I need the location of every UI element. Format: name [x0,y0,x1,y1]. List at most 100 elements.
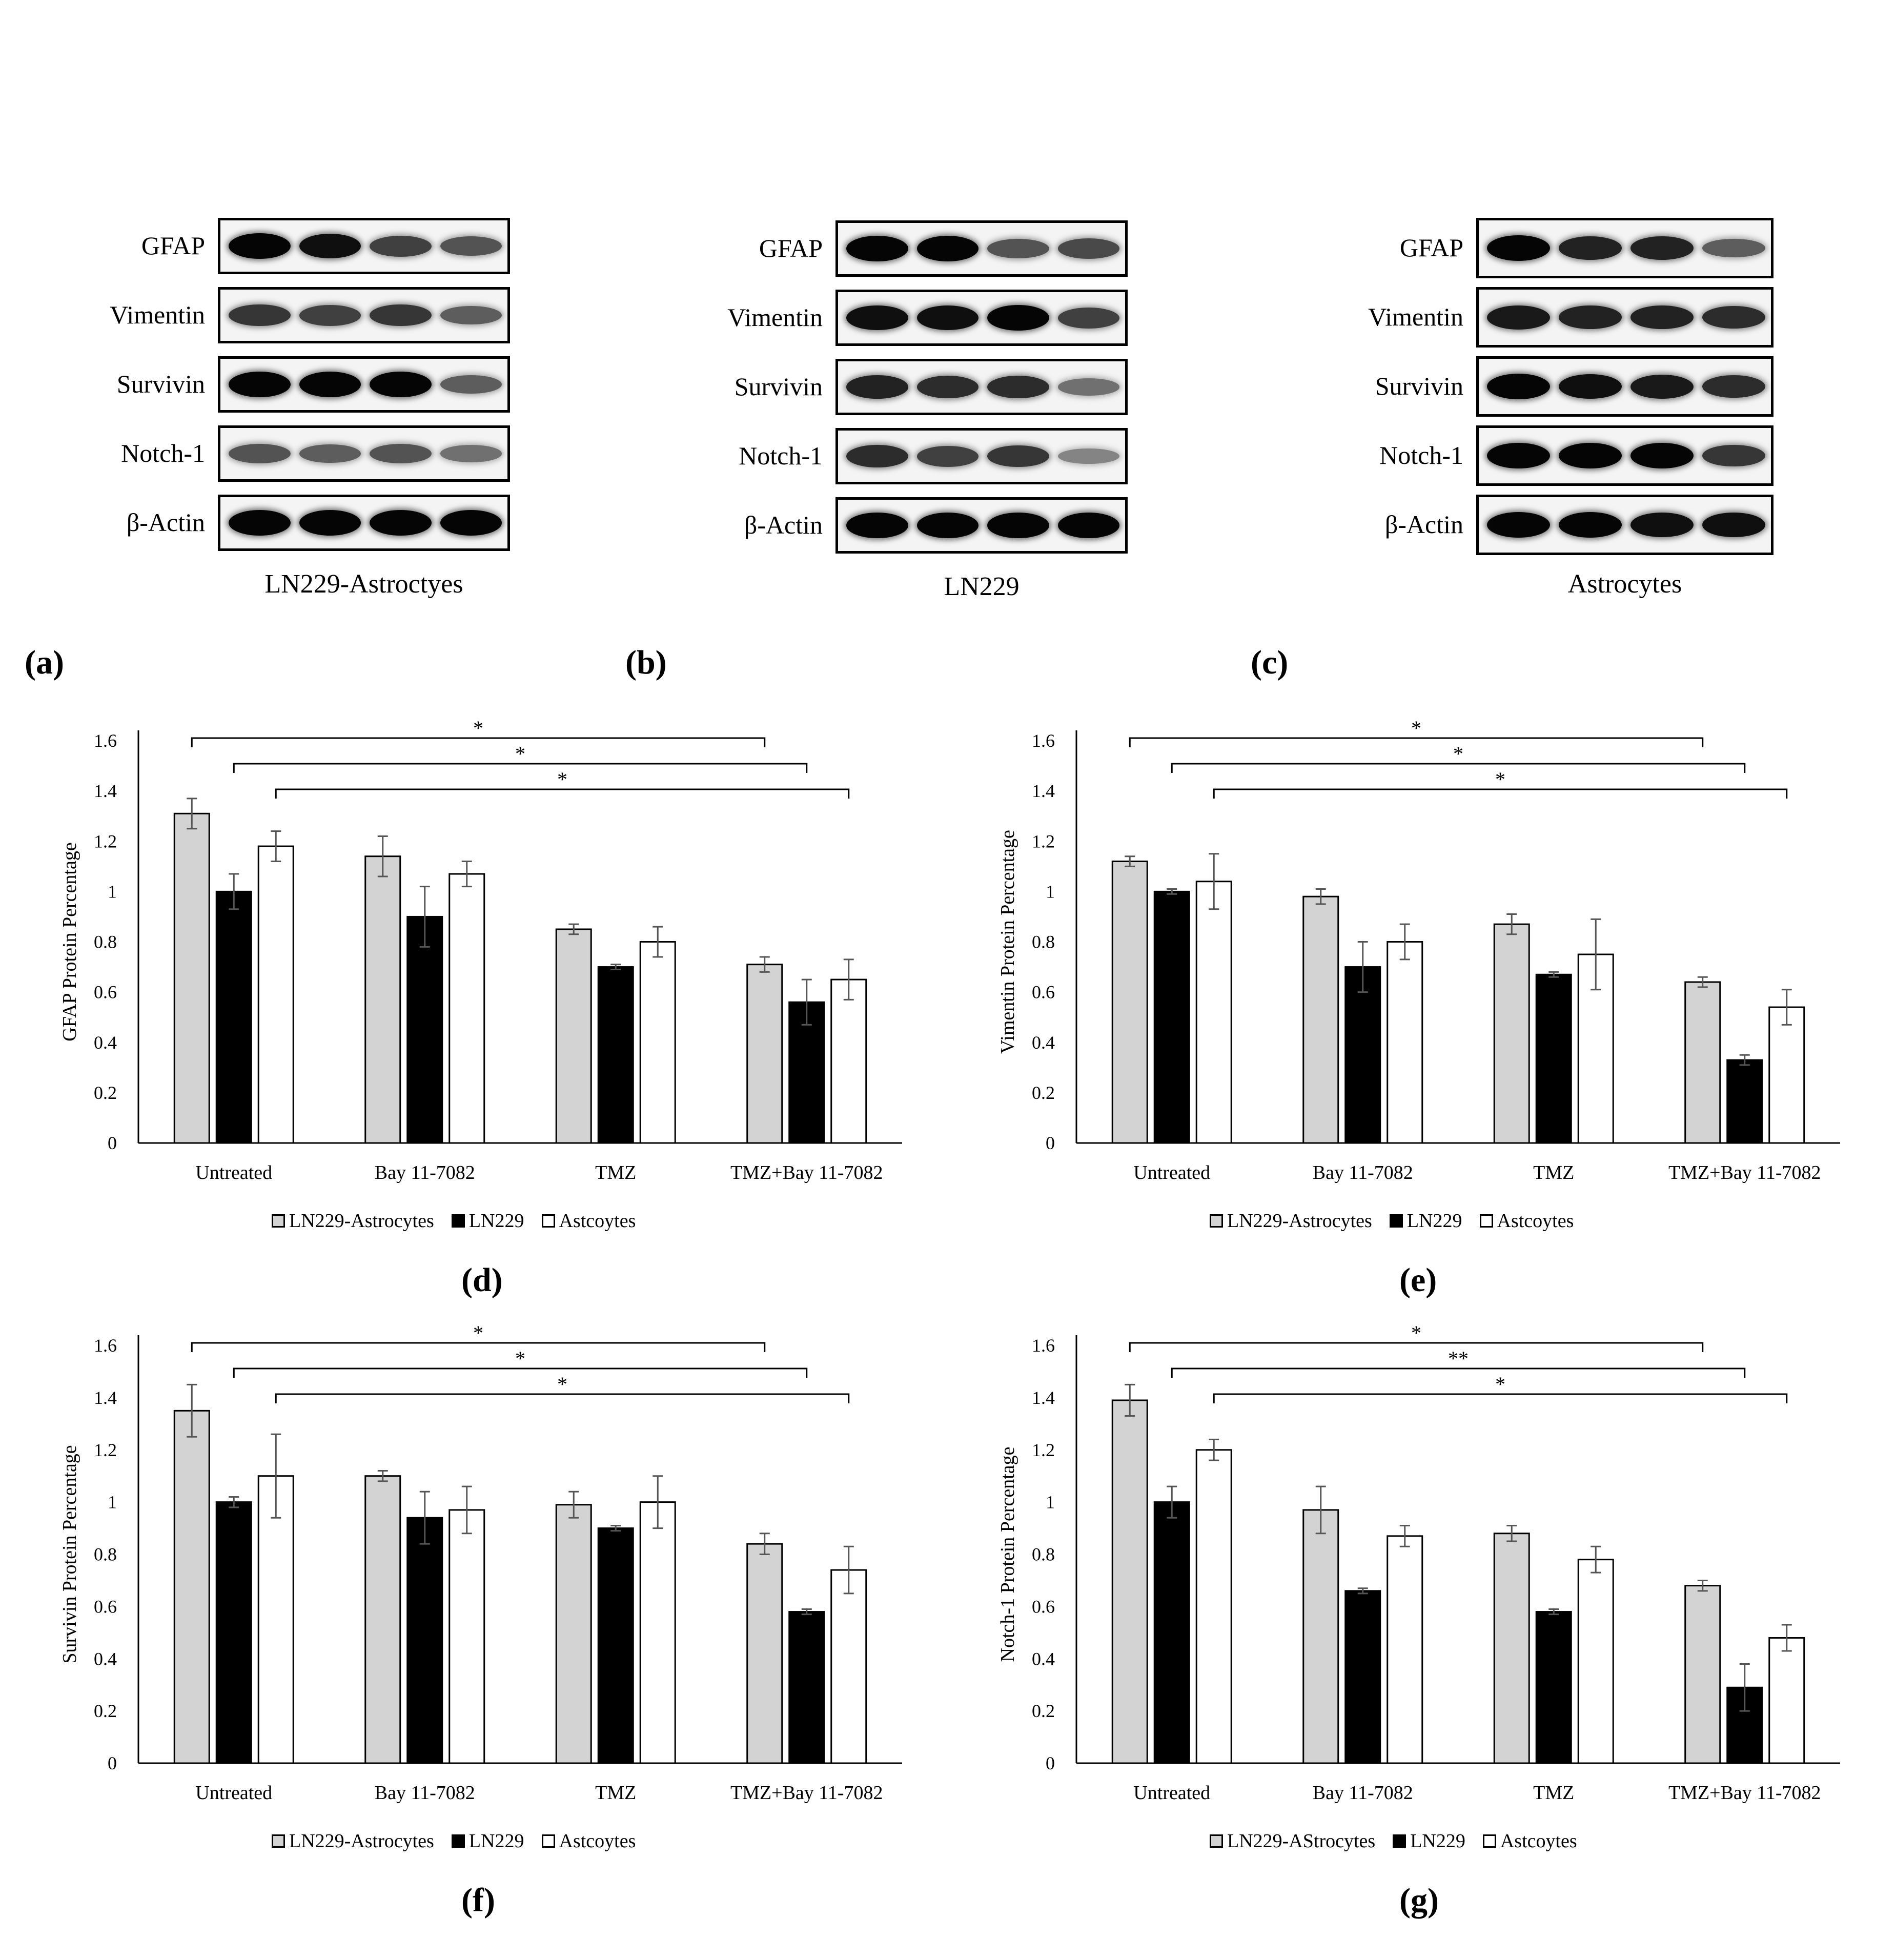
y-tick-label: 0.8 [1032,1544,1055,1565]
blot-row-beta-actin [1476,495,1773,555]
protein-label-notch-1: Notch-1 [1379,441,1463,469]
band [1559,305,1622,329]
bar-ln229-untreated [1153,890,1190,1144]
band [987,513,1049,538]
chart-svg: 0 0.2 0.4 0.6 0.8 1 1.2 1.4 1.6 Notch-1 Protein P… [997,1321,1840,1804]
band [846,305,908,331]
band [229,510,291,536]
bar-ln229-bay-11-7082 [1344,966,1381,1144]
blot-row-beta-actin [835,497,1128,554]
bar-astcoytes-tmz-bay-11-7082 [1768,1637,1805,1764]
band [1057,307,1119,329]
protein-label-gfap: GFAP [1399,233,1463,262]
legend-item-astcoytes: Astcoytes [541,1210,636,1232]
band [1487,512,1550,538]
band [1487,305,1550,330]
protein-label-notch-1: Notch-1 [739,441,823,470]
band [370,444,432,463]
band [229,304,291,326]
legend: LN229-Astrocytes LN229 Astcoytes [1210,1210,1574,1232]
band [299,304,361,326]
y-tick-label: 0.6 [94,1596,117,1617]
band [1630,305,1694,329]
x-tick-label-bay-11-7082: Bay 11-7082 [1313,1782,1413,1804]
protein-label-beta-actin: β-Actin [126,508,205,537]
y-tick-label: 1.6 [1032,730,1055,751]
bar-ln229-tmz [597,966,634,1144]
protein-label-survivin: Survivin [1375,372,1463,400]
bar-astcoytes-bay-11-7082 [448,873,485,1144]
y-tick-label: 1.2 [1032,1440,1055,1460]
panel-label-g: (g) [1399,1882,1439,1919]
panel-label-a: (a) [25,644,64,681]
legend-label: LN229-Astrocytes [289,1830,434,1852]
bar-ln229-astrocytes-untreated [1111,861,1148,1144]
protein-label-survivin: Survivin [734,372,823,401]
y-tick-label: 0.6 [1032,982,1055,1003]
y-tick-label: 1.6 [94,730,117,751]
band [370,372,432,397]
band [1559,236,1622,260]
blot-row-vimentin [218,287,510,343]
x-tick-label-tmz-bay-11-7082: TMZ+Bay 11-7082 [730,1782,883,1804]
cell-line-label: LN229-Astroctyes [264,569,463,599]
band [916,513,978,538]
legend-swatch [451,1834,465,1848]
blot-row-survivin [1476,356,1773,417]
band [1630,236,1694,260]
bar-astcoytes-untreated [1195,1449,1232,1764]
legend: LN229-AStrocytes LN229 Astcoytes [1210,1830,1577,1852]
y-tick-label: 1 [1046,881,1055,902]
y-tick-label: 0 [1046,1133,1055,1153]
band [229,233,291,259]
bar-astcoytes-bay-11-7082 [448,1509,485,1764]
band [299,444,361,463]
y-tick-label: 1.2 [94,831,117,851]
y-axis-title: Vimentin Protein Percentage [997,830,1018,1054]
significance-bracket [1171,763,1746,773]
y-tick-label: 0.2 [94,1701,117,1721]
y-tick-label: 0.6 [94,982,117,1003]
significance-marker: * [1411,717,1421,740]
legend-item-ln229-astrocytes: LN229-AStrocytes [1210,1830,1375,1852]
legend-swatch [1210,1214,1223,1228]
bar-astcoytes-untreated [1195,881,1232,1144]
band [299,510,361,536]
legend-label: LN229 [1406,1210,1462,1232]
legend-item-ln229-astrocytes: LN229-Astrocytes [272,1210,434,1232]
bar-ln229-astrocytes-tmz [555,1504,592,1764]
bar-ln229-tmz-bay-11-7082 [1726,1059,1763,1144]
x-tick-label-untreated: Untreated [195,1782,272,1804]
bar-ln229-tmz [597,1527,634,1764]
band [1559,512,1622,538]
band [440,445,502,462]
band [1057,513,1119,538]
y-axis-title: GFAP Protein Percentage [59,842,80,1041]
bar-ln229-astrocytes-bay-11-7082 [364,1475,401,1764]
y-tick-label: 0.4 [94,1032,117,1053]
legend-swatch [1482,1834,1496,1848]
legend-label: Astcoytes [1497,1210,1574,1232]
bar-ln229-untreated [215,890,252,1144]
legend-item-ln229: LN229 [1393,1830,1465,1852]
blot-row-survivin [218,356,510,413]
bar-ln229-astrocytes-bay-11-7082 [1302,1509,1339,1764]
y-tick-label: 1.4 [94,1387,117,1408]
significance-marker: * [1453,742,1463,765]
legend-label: LN229-AStrocytes [1227,1830,1376,1852]
band [1057,448,1119,464]
x-tick-label-bay-11-7082: Bay 11-7082 [375,1162,475,1183]
significance-marker: * [473,1321,483,1344]
panel-label-e: (e) [1399,1261,1437,1299]
bar-ln229-untreated [215,1501,252,1764]
legend-label: Astcoytes [1500,1830,1577,1852]
band [916,305,978,331]
bar-ln229-astrocytes-tmz [1493,923,1530,1144]
y-tick-label: 0.2 [1032,1083,1055,1103]
band [916,445,978,467]
legend-item-ln229-astrocytes: LN229-Astrocytes [1210,1210,1372,1232]
blot-row-gfap [1476,218,1773,278]
significance-marker: * [557,1373,567,1396]
y-tick-label: 1.2 [94,1440,117,1460]
significance-marker: * [1495,768,1505,791]
